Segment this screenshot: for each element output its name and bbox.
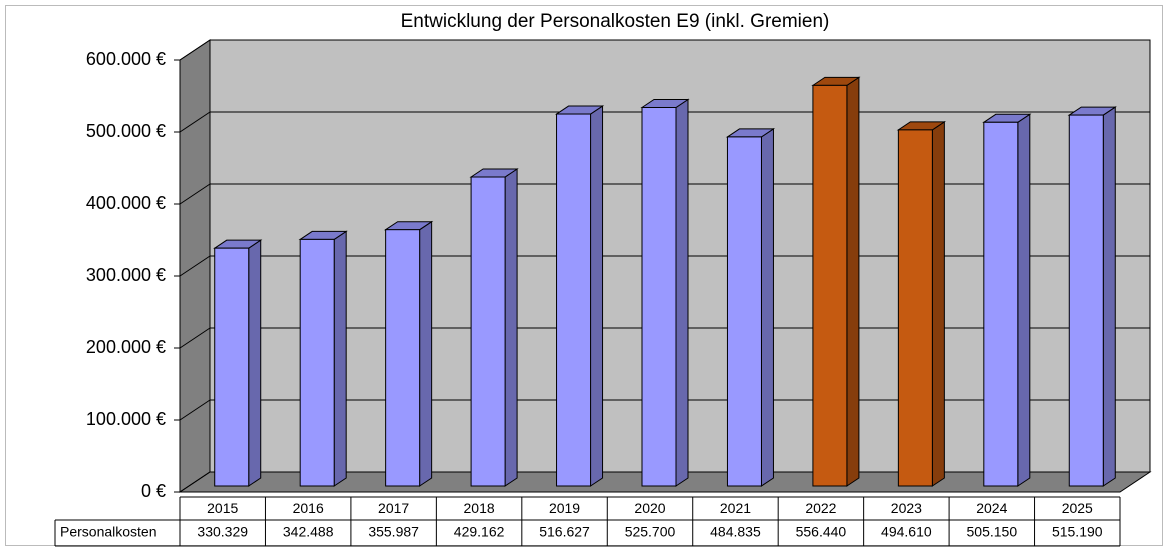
data-label: 355.987 (368, 524, 419, 540)
bar (1068, 114, 1104, 487)
bar-side (931, 120, 945, 487)
data-label: 484.835 (710, 524, 761, 540)
y-tick-label: 600.000 € (86, 49, 166, 69)
data-label: 515.190 (1052, 524, 1103, 540)
x-tick-label: 2015 (207, 500, 238, 516)
data-label: 516.627 (539, 524, 590, 540)
bar-side (590, 105, 604, 487)
x-tick-label: 2024 (976, 500, 1007, 516)
bar (812, 84, 848, 487)
data-label: 330.329 (197, 524, 248, 540)
data-label: 556.440 (796, 524, 847, 540)
x-tick-label: 2021 (720, 500, 751, 516)
x-tick-label: 2025 (1062, 500, 1093, 516)
bar (641, 106, 677, 487)
y-tick-label: 300.000 € (86, 265, 166, 285)
x-tick-label: 2016 (293, 500, 324, 516)
bar (726, 136, 762, 487)
x-tick-label: 2018 (464, 500, 495, 516)
data-label: 494.610 (881, 524, 932, 540)
x-tick-label: 2019 (549, 500, 580, 516)
y-tick-label: 400.000 € (86, 193, 166, 213)
bar (299, 238, 335, 487)
bar-side (1102, 106, 1116, 487)
grid-line (179, 111, 211, 133)
x-tick-label: 2023 (891, 500, 922, 516)
y-tick-label: 500.000 € (86, 121, 166, 141)
x-tick-label: 2017 (378, 500, 409, 516)
bar-side (1017, 113, 1031, 487)
legend-label: Personalkosten (60, 524, 157, 540)
bar-side (846, 76, 860, 487)
bar (214, 247, 250, 487)
grid-line (179, 255, 211, 277)
bar (470, 176, 506, 487)
bar-side (760, 127, 774, 487)
bar (897, 129, 933, 487)
bar (385, 229, 421, 487)
bar-side (333, 230, 347, 487)
y-tick-label: 0 € (141, 481, 166, 501)
grid-line (179, 399, 211, 421)
grid-line (179, 471, 211, 493)
y-tick-label: 200.000 € (86, 337, 166, 357)
bar (556, 113, 592, 487)
data-label: 429.162 (454, 524, 505, 540)
data-label: 505.150 (967, 524, 1018, 540)
bar (983, 121, 1019, 487)
grid-line (179, 327, 211, 349)
grid-line (179, 39, 211, 61)
bar-side (504, 168, 518, 487)
bar-side (419, 220, 433, 487)
data-label: 342.488 (283, 524, 334, 540)
bar-side (675, 98, 689, 487)
y-tick-label: 100.000 € (86, 409, 166, 429)
chart-title: Entwicklung der Personalkosten E9 (inkl.… (401, 11, 830, 32)
bar-side (248, 239, 262, 487)
x-tick-label: 2022 (805, 500, 836, 516)
x-tick-label: 2020 (634, 500, 665, 516)
grid-line (179, 183, 211, 205)
data-label: 525.700 (625, 524, 676, 540)
